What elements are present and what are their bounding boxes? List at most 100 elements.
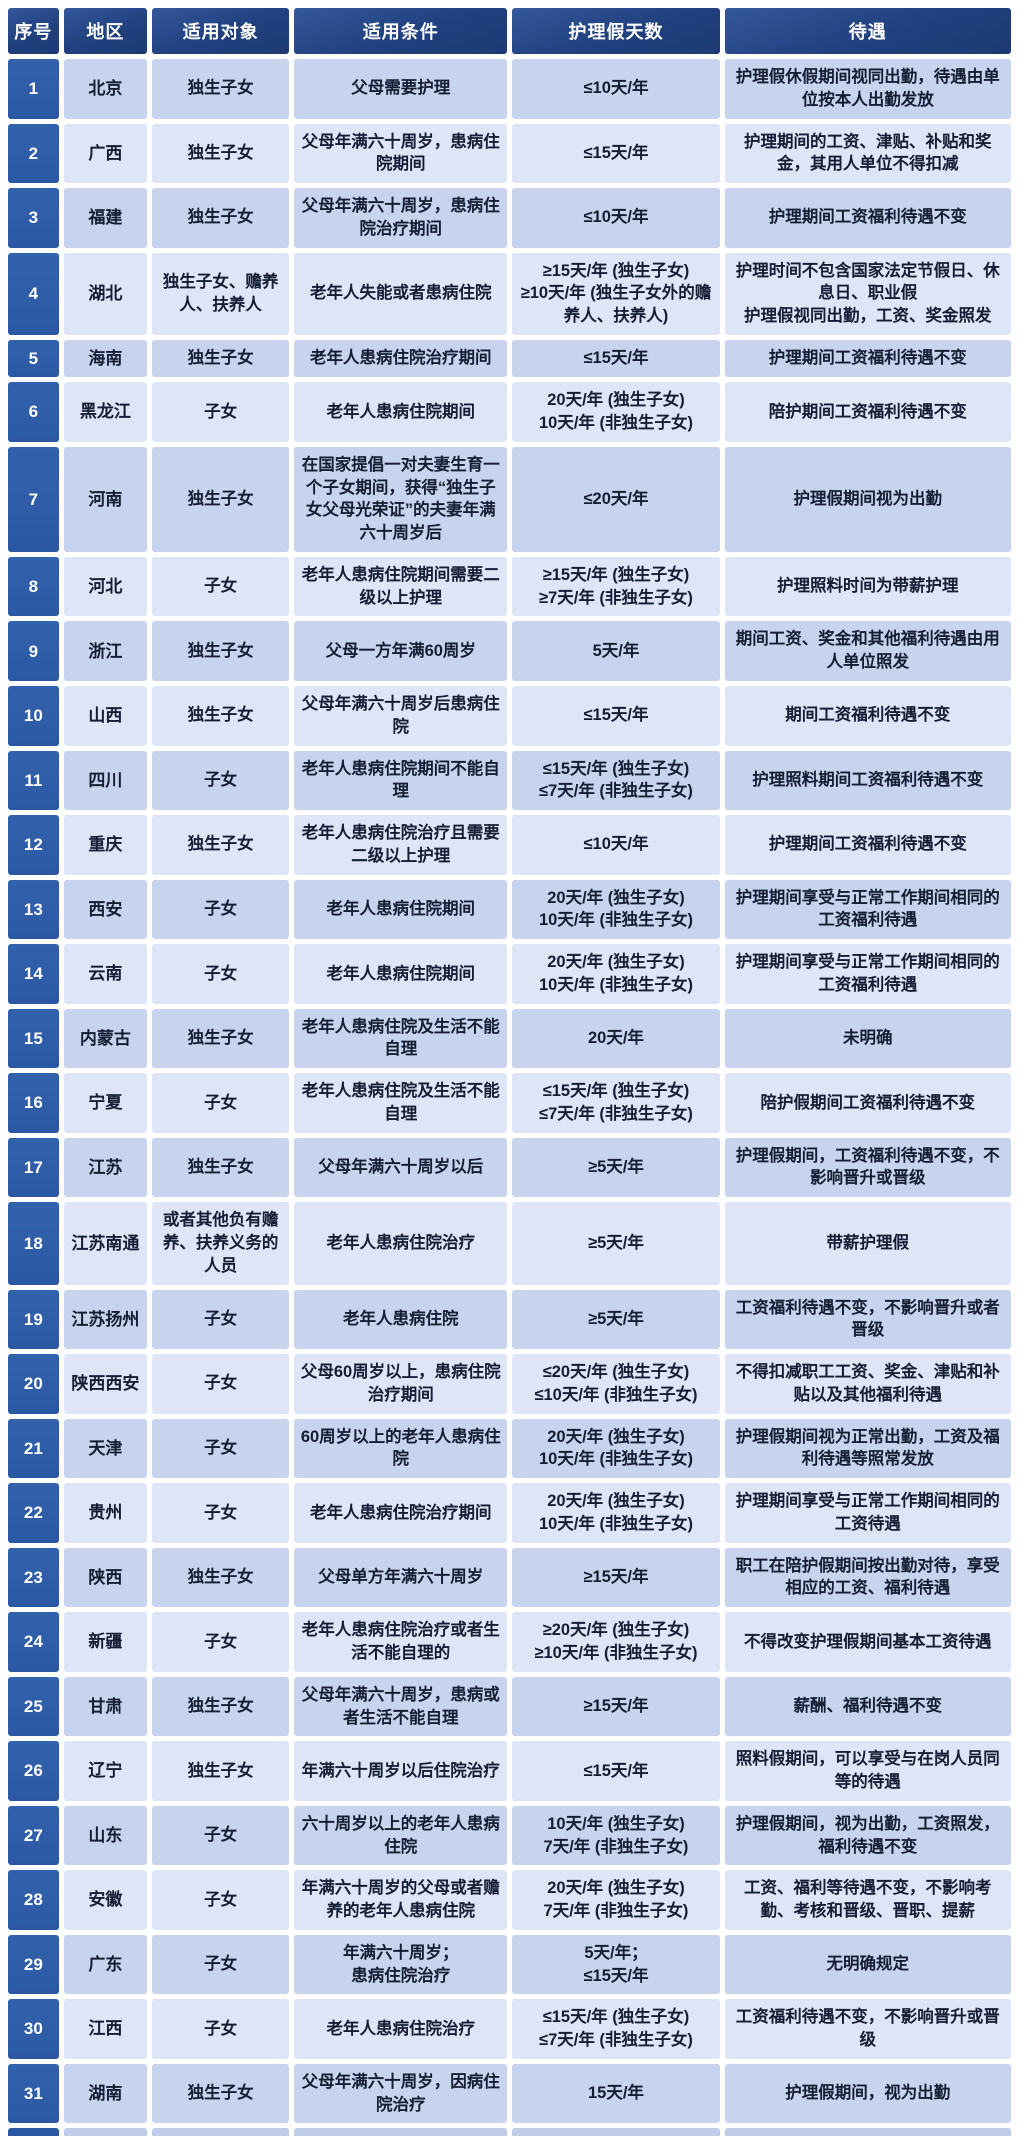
row-number-cell: 3 [8,188,59,248]
subject-cell: 独生子女 [152,2063,290,2124]
condition-cell: 父母单方年满六十周岁 [294,1547,508,1608]
subject-cell: 子女 [152,879,290,940]
row-number-cell: 26 [8,1741,59,1801]
region-cell: 西安 [63,879,148,940]
treatment-cell: 护理照料时间为带薪护理 [724,556,1011,617]
region-cell: 浙江 [63,621,148,681]
condition-cell: 老年人患病住院期间 [294,944,508,1004]
condition-cell: 父母60周岁以上，患病住院治疗期间 [294,1354,508,1414]
column-header-no: 序号 [8,8,59,54]
table-row: 13 西安 子女 老年人患病住院期间 20天/年 (独生子女) 10天/年 (非独生子女… [8,879,1011,940]
table-row: 22 贵州 子女 老年人患病住院治疗期间 20天/年 (独生子女) 10天/年 (非独生… [8,1483,1011,1543]
treatment-cell: 无明确规定 [724,1934,1011,1995]
condition-cell: 老年人患病住院期间 [294,879,508,940]
days-cell: ≥5天/年 [512,1289,720,1350]
cutoff-partial-row [8,2128,1011,2137]
region-cell: 内蒙古 [63,1008,148,1069]
condition-cell: 老年人患病住院期间不能自理 [294,750,508,811]
treatment-cell: 工资福利待遇不变，不影响晋升或者晋级 [724,1289,1011,1350]
days-cell: ≥15天/年 (独生子女) ≥7天/年 (非独生子女) [512,556,720,617]
row-number-cell: 30 [8,1999,59,2059]
table-row: 27 山东 子女 六十周岁以上的老年人患病住院 10天/年 (独生子女) 7天/年 (非… [8,1805,1011,1866]
region-cell: 陕西西安 [63,1354,148,1414]
days-cell: 20天/年 (独生子女) 10天/年 (非独生子女) [512,944,720,1004]
treatment-cell: 不得扣减职工工资、奖金、津贴和补贴以及其他福利待遇 [724,1354,1011,1414]
region-cell: 云南 [63,944,148,1004]
days-cell: 20天/年 (独生子女) 10天/年 (非独生子女) [512,1418,720,1479]
days-cell: 5天/年 [512,621,720,681]
cutoff-cell [512,2128,720,2137]
condition-cell: 60周岁以上的老年人患病住院 [294,1418,508,1479]
subject-cell: 独生子女 [152,686,290,746]
subject-cell: 独生子女 [152,188,290,248]
treatment-cell: 护理期间享受与正常工作期间相同的工资福利待遇 [724,944,1011,1004]
treatment-cell: 带薪护理假 [724,1202,1011,1285]
treatment-cell: 工资、福利等待遇不变，不影响考勤、考核和晋级、晋职、提薪 [724,1870,1011,1930]
condition-cell: 在国家提倡一对夫妻生育一个子女期间，获得“独生子女父母光荣证”的夫妻年满六十周岁… [294,446,508,552]
condition-cell: 老年人患病住院治疗期间 [294,1483,508,1543]
region-cell: 广西 [63,123,148,184]
table-row: 1 北京 独生子女 父母需要护理 ≤10天/年 护理假休假期间视同出勤，待遇由单位按本人出… [8,59,1011,119]
treatment-cell: 护理假期间，视为出勤 [724,2063,1011,2124]
condition-cell: 父母需要护理 [294,59,508,119]
days-cell: ≤20天/年 (独生子女) ≤10天/年 (非独生子女) [512,1354,720,1414]
table-body: 1 北京 独生子女 父母需要护理 ≤10天/年 护理假休假期间视同出勤，待遇由单位按本人出… [8,59,1011,2124]
region-cell: 湖南 [63,2063,148,2124]
table-row: 25 甘肃 独生子女 父母年满六十周岁，患病或者生活不能自理 ≥15天/年 薪酬、福利待遇… [8,1676,1011,1737]
table-row: 21 天津 子女 60周岁以上的老年人患病住院 20天/年 (独生子女) 10天/年 (… [8,1418,1011,1479]
treatment-cell: 职工在陪护假期间按出勤对待，享受相应的工资、福利待遇 [724,1547,1011,1608]
treatment-cell: 护理时间不包含国家法定节假日、休息日、职业假 护理假视同出勤，工资、奖金照发 [724,252,1011,335]
subject-cell: 独生子女 [152,59,290,119]
table-row: 17 江苏 独生子女 父母年满六十周岁以后 ≥5天/年 护理假期间，工资福利待遇不变，不影… [8,1137,1011,1198]
row-number-cell: 20 [8,1354,59,1414]
days-cell: ≥5天/年 [512,1137,720,1198]
days-cell: 20天/年 (独生子女) 10天/年 (非独生子女) [512,382,720,442]
cutoff-cell [724,2128,1011,2137]
table-row: 18 江苏南通 或者其他负有赡养、扶养义务的人员 老年人患病住院治疗 ≥5天/年 带薪护理… [8,1202,1011,1285]
days-cell: ≤20天/年 [512,446,720,552]
row-number-cell: 22 [8,1483,59,1543]
days-cell: ≤15天/年 (独生子女) ≤7天/年 (非独生子女) [512,1073,720,1133]
days-cell: ≥5天/年 [512,1202,720,1285]
header-row: 序号 地区 适用对象 适用条件 护理假天数 待遇 [8,8,1011,54]
region-cell: 贵州 [63,1483,148,1543]
table-row: 23 陕西 独生子女 父母单方年满六十周岁 ≥15天/年 职工在陪护假期间按出勤对待，享受… [8,1547,1011,1608]
region-cell: 黑龙江 [63,382,148,442]
subject-cell: 子女 [152,1999,290,2059]
days-cell: ≥15天/年 [512,1547,720,1608]
row-number-cell: 11 [8,750,59,811]
subject-cell: 独生子女 [152,1008,290,1069]
treatment-cell: 护理假期间，视为出勤，工资照发，福利待遇不变 [724,1805,1011,1866]
subject-cell: 独生子女 [152,446,290,552]
table-header: 序号 地区 适用对象 适用条件 护理假天数 待遇 [8,8,1011,54]
treatment-cell: 护理假期间，工资福利待遇不变，不影响晋升或晋级 [724,1137,1011,1198]
row-number-cell: 13 [8,879,59,940]
table-row: 20 陕西西安 子女 父母60周岁以上，患病住院治疗期间 ≤20天/年 (独生子女) ≤… [8,1354,1011,1414]
days-cell: 20天/年 [512,1008,720,1069]
row-number-cell: 14 [8,944,59,1004]
row-number-cell: 18 [8,1202,59,1285]
row-number-cell: 5 [8,339,59,378]
table-row: 2 广西 独生子女 父母年满六十周岁，患病住院期间 ≤15天/年 护理期间的工资、津贴、补… [8,123,1011,184]
region-cell: 江苏南通 [63,1202,148,1285]
treatment-cell: 薪酬、福利待遇不变 [724,1676,1011,1737]
days-cell: 20天/年 (独生子女) 10天/年 (非独生子女) [512,1483,720,1543]
region-cell: 新疆 [63,1612,148,1672]
treatment-cell: 不得改变护理假期间基本工资待遇 [724,1612,1011,1672]
days-cell: ≤10天/年 [512,815,720,875]
row-number-cell: 17 [8,1137,59,1198]
row-number-cell: 12 [8,815,59,875]
row-number-cell: 23 [8,1547,59,1608]
table-row: 5 海南 独生子女 老年人患病住院治疗期间 ≤15天/年 护理期间工资福利待遇不变 [8,339,1011,378]
column-header-treatment: 待遇 [724,8,1011,54]
region-cell: 四川 [63,750,148,811]
treatment-cell: 陪护期间工资福利待遇不变 [724,382,1011,442]
treatment-cell: 未明确 [724,1008,1011,1069]
subject-cell: 子女 [152,944,290,1004]
condition-cell: 父母年满六十周岁，患病住院治疗期间 [294,188,508,248]
subject-cell: 独生子女 [152,123,290,184]
treatment-cell: 护理假期间视为正常出勤，工资及福利待遇等照常发放 [724,1418,1011,1479]
table-row: 9 浙江 独生子女 父母一方年满60周岁 5天/年 期间工资、奖金和其他福利待遇由用人单位… [8,621,1011,681]
region-cell: 重庆 [63,815,148,875]
table-row: 15 内蒙古 独生子女 老年人患病住院及生活不能自理 20天/年 未明确 [8,1008,1011,1069]
